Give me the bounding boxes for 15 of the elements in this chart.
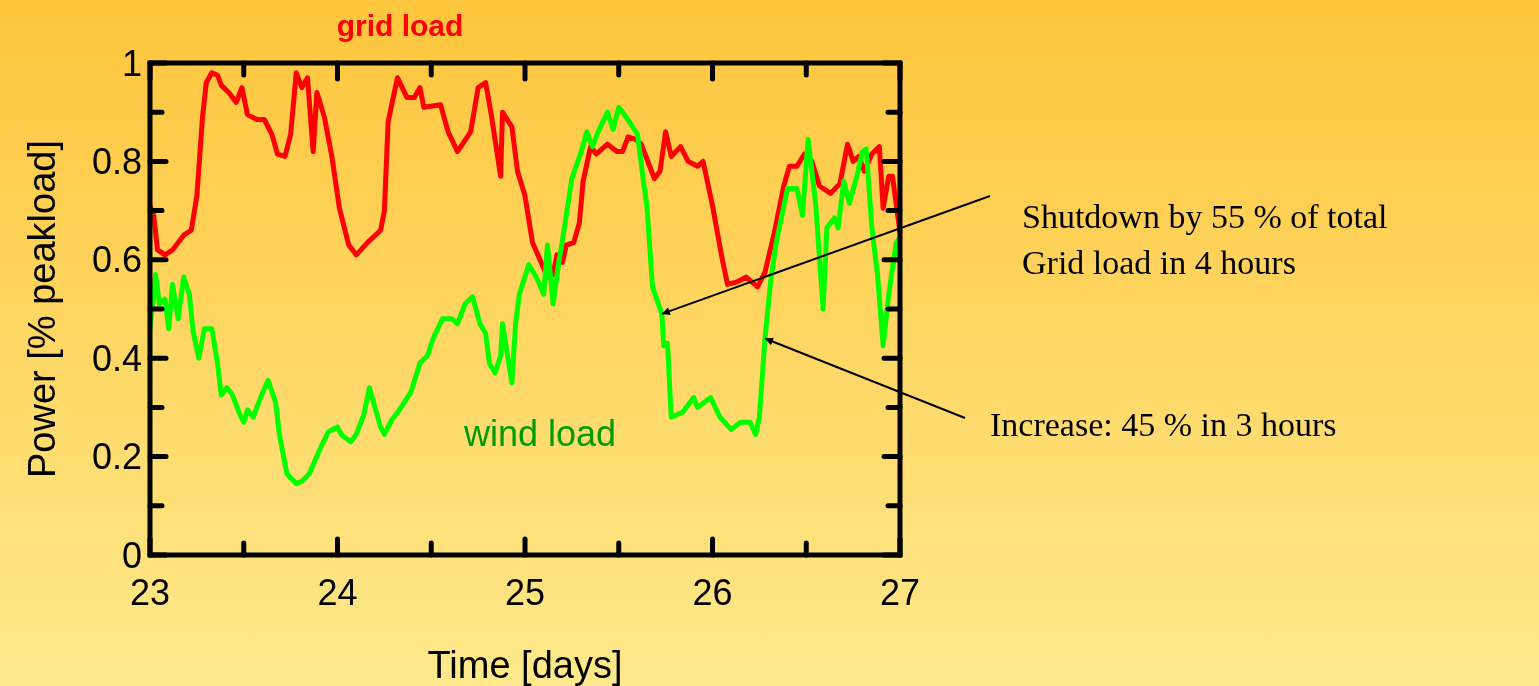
x-tick-label: 25 — [504, 572, 546, 613]
y-tick-label: 1 — [121, 42, 142, 84]
y-tick-label: 0.4 — [91, 337, 142, 379]
y-axis-title: Power [% peakload] — [21, 140, 63, 478]
x-axis-title: Time [days] — [427, 644, 623, 686]
series-label: wind load — [462, 413, 617, 454]
x-tick-label: 24 — [317, 572, 358, 613]
x-tick-label: 27 — [879, 572, 921, 613]
y-tick-label: 0.6 — [91, 239, 142, 281]
x-tick-label: 26 — [692, 572, 733, 613]
annotation: Increase: 45 % in 3 hours — [990, 406, 1337, 443]
annotation: Shutdown by 55 % of total Grid load in 4 hours — [1022, 198, 1388, 281]
y-tick-label: 0.8 — [91, 141, 142, 182]
series-label: grid load — [336, 9, 464, 42]
y-tick-label: 0.2 — [91, 436, 142, 478]
